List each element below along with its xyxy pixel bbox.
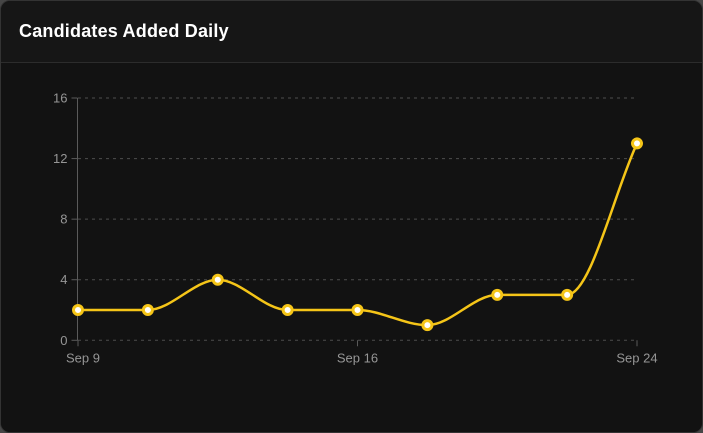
data-point[interactable]: [351, 304, 364, 317]
x-axis-label: Sep 16: [337, 350, 378, 365]
data-point[interactable]: [72, 304, 84, 317]
y-axis-label: 8: [60, 212, 67, 227]
card-header: Candidates Added Daily: [1, 1, 702, 63]
data-point[interactable]: [421, 319, 434, 332]
x-axis-label: Sep 24: [616, 350, 657, 365]
series-line: [76, 142, 639, 327]
data-point[interactable]: [561, 288, 574, 301]
y-axis-label: 0: [60, 333, 67, 348]
y-axis-label: 16: [53, 91, 67, 106]
y-axis-label: 12: [53, 151, 67, 166]
candidates-line-chart[interactable]: 0 4 8 12 16 Sep 9 Sep 16 Sep 24: [1, 63, 703, 433]
chart-body: 0 4 8 12 16 Sep 9 Sep 16 Sep 24: [1, 63, 703, 433]
data-point[interactable]: [281, 304, 294, 317]
page-title: Candidates Added Daily: [19, 21, 229, 41]
data-point[interactable]: [211, 273, 224, 286]
y-axis-label: 4: [60, 272, 67, 287]
data-point[interactable]: [631, 137, 643, 150]
data-point[interactable]: [491, 288, 504, 301]
x-axis-label: Sep 9: [66, 350, 100, 365]
data-point[interactable]: [141, 304, 154, 317]
